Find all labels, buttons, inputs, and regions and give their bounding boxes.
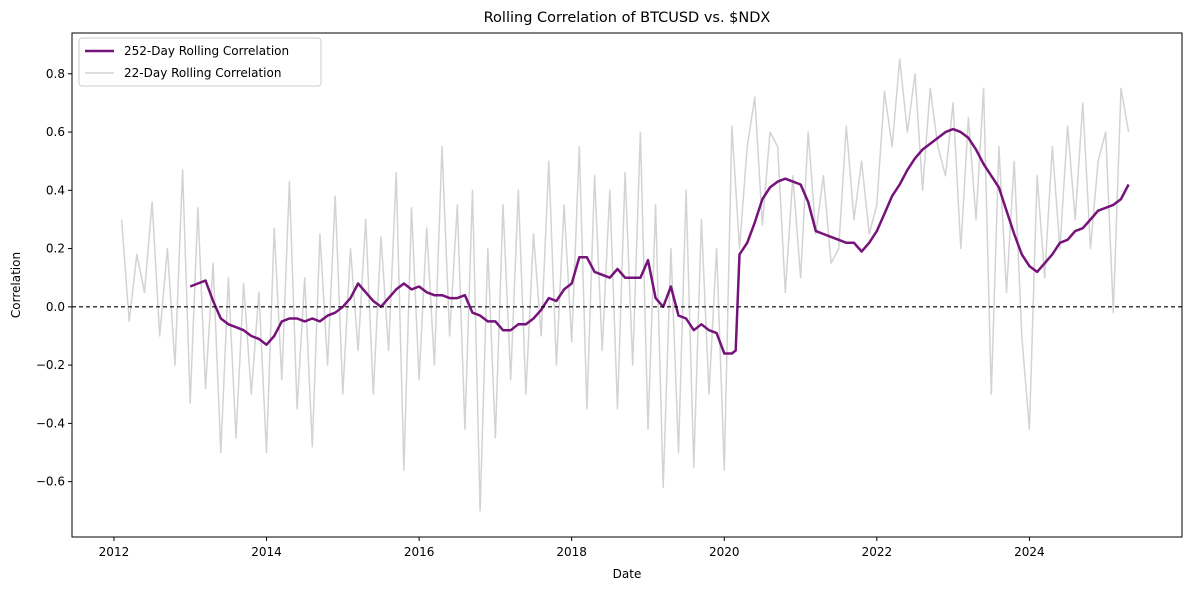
legend-label-252-day: 252-Day Rolling Correlation xyxy=(124,44,289,58)
y-tick-label: 0.0 xyxy=(46,300,65,314)
legend-label-22-day: 22-Day Rolling Correlation xyxy=(124,66,281,80)
y-axis-title: Correlation xyxy=(9,252,23,318)
x-tick-label: 2014 xyxy=(251,545,282,559)
x-axis: 2012 2014 2016 2018 2020 2022 2024 xyxy=(99,537,1045,559)
y-tick-label: −0.2 xyxy=(36,358,65,372)
y-tick-label: −0.6 xyxy=(36,475,65,489)
y-tick-label: −0.4 xyxy=(36,416,65,430)
x-tick-label: 2020 xyxy=(709,545,740,559)
plot-area xyxy=(120,58,1130,512)
legend-box xyxy=(78,37,322,87)
x-tick-label: 2016 xyxy=(404,545,435,559)
x-tick-label: 2024 xyxy=(1014,545,1045,559)
legend: 252-Day Rolling Correlation 22-Day Rolli… xyxy=(78,37,322,87)
x-axis-title: Date xyxy=(613,567,642,581)
y-tick-label: 0.4 xyxy=(46,183,65,197)
series-line-22-day xyxy=(120,58,1130,512)
y-tick-label: 0.6 xyxy=(46,125,65,139)
plot-frame xyxy=(71,32,1183,538)
y-tick-label: 0.8 xyxy=(46,67,65,81)
x-tick-label: 2022 xyxy=(862,545,893,559)
x-tick-label: 2012 xyxy=(99,545,130,559)
chart-title: Rolling Correlation of BTCUSD vs. $NDX xyxy=(484,10,771,26)
x-tick-label: 2018 xyxy=(556,545,587,559)
y-tick-label: 0.2 xyxy=(46,242,65,256)
y-axis: −0.6 −0.4 −0.2 0.0 0.2 0.4 0.6 0.8 xyxy=(36,67,72,489)
